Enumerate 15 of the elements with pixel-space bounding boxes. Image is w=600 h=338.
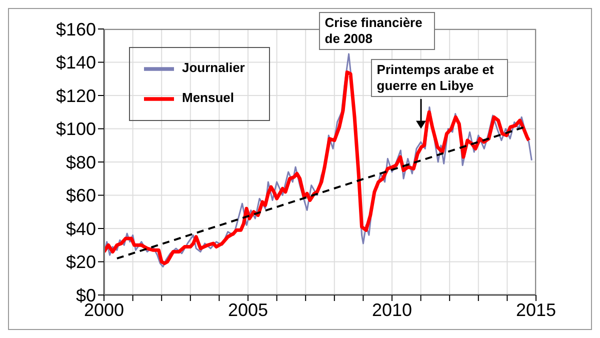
annotation: Crise financière de 2008 <box>318 12 435 50</box>
x-tick-label: 2010 <box>372 300 412 320</box>
x-tick-label: 2005 <box>228 300 268 320</box>
legend-label: Journalier <box>182 60 245 76</box>
x-tick-label: 2015 <box>516 300 556 320</box>
annotation: Printemps arabe et guerre en Libye <box>370 59 508 97</box>
y-tick-label: $120 <box>56 86 96 106</box>
y-tick-label: $140 <box>56 52 96 73</box>
y-tick-label: $80 <box>66 152 96 172</box>
y-tick-label: $60 <box>66 186 96 206</box>
legend-label: Mensuel <box>182 90 234 106</box>
y-tick-label: $160 <box>56 19 96 40</box>
y-tick-label: $100 <box>56 119 96 140</box>
y-tick-label: $40 <box>66 218 96 239</box>
y-tick-label: $20 <box>66 252 96 272</box>
